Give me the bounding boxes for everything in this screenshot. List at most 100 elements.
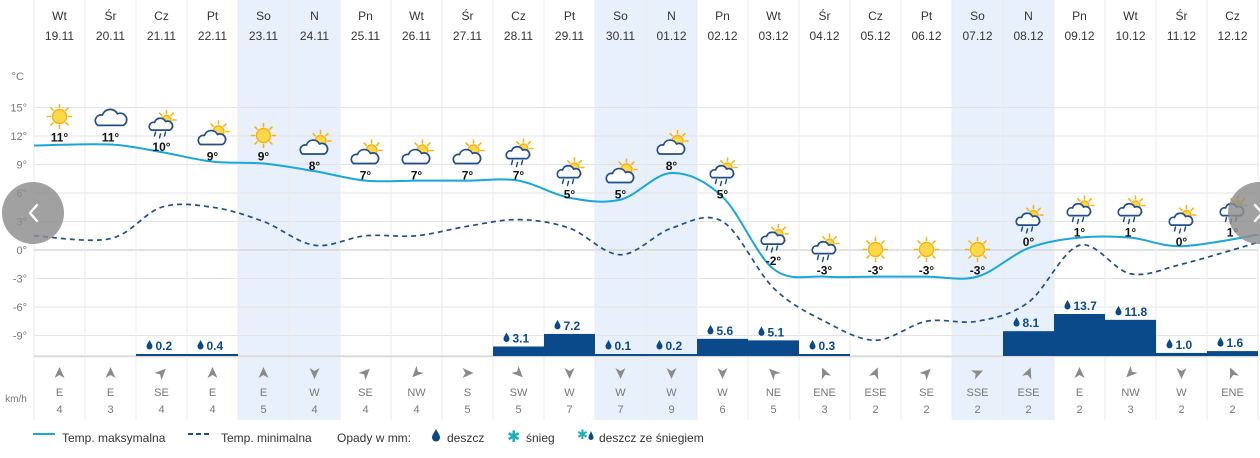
wind-direction: NE [766,387,781,399]
day-date: 07.12 [962,29,992,43]
day-name: N [667,9,676,23]
precip-label: 1.6 [1227,336,1244,350]
legend-precip-title: Opady w mm: [337,431,412,445]
wind-speed: 3 [107,404,113,416]
max-temp-label: 8° [309,159,321,173]
sun-cloud-rain-icon [1168,204,1197,234]
precip-bar [544,333,595,356]
wind-arrow-icon [1126,365,1138,378]
wind-direction: W [564,387,575,399]
wind-arrow-icon [564,368,575,379]
rain-drop-icon [1217,337,1224,347]
wind-speed: 2 [1025,404,1031,416]
max-temp-label: 9° [258,150,270,164]
day-name: Pn [715,9,730,23]
legend-rain-label: deszcz [447,431,485,445]
wind-direction: ENE [1221,387,1244,399]
wind-arrow-icon [1021,367,1032,380]
day-name: Pt [207,9,219,23]
wind-speed: 5 [464,404,470,416]
precip-label: 7.2 [564,319,581,333]
legend-min-label: Temp. minimalna [221,431,312,445]
sun-cloud-rain-icon [148,109,177,139]
day-date: 25.11 [351,29,380,43]
wind-arrow-icon [666,368,677,379]
rain-drop-icon [432,429,440,442]
day-name: Wt [52,9,67,23]
y-tick-label: 12° [10,131,27,143]
wind-direction: W [717,387,728,399]
sun-icon [862,236,889,263]
day-date: 26.11 [402,29,431,43]
day-date: 04.12 [809,29,839,43]
max-temp-label: 9° [207,150,219,164]
sun-cloud-rain-icon [760,223,789,253]
wind-arrow-icon [717,368,728,379]
max-line-swatch [33,433,55,435]
precip-label: 5.1 [768,325,785,339]
day-name: Wt [409,9,424,23]
wind-speed: 4 [158,404,164,416]
wind-direction: E [260,387,267,399]
precip-bar [1156,352,1207,356]
max-temp-label: 7° [360,169,372,183]
day-name: Cz [154,9,169,23]
day-name: Cz [868,9,883,23]
rain-drop-icon [1064,300,1071,310]
min-temp-line [33,203,1259,342]
legend-snow-label: śnieg [526,431,555,445]
max-temp-label: 5° [615,188,627,202]
precip-bar [1207,351,1258,356]
rain-drop-icon [707,324,714,335]
wind-arrow-icon [1229,367,1240,380]
sun-cloud-icon [452,139,485,165]
wind-speed: 2 [1229,404,1235,416]
precip-bar [799,354,850,356]
wind-direction: W [666,387,677,399]
wind-speed: 2 [1178,404,1184,416]
day-name: Pt [564,9,576,23]
precip-bar [1054,314,1105,356]
max-temp-label: 5° [717,188,729,202]
wind-direction: SSE [966,387,988,399]
prev-chevron-icon [2,182,64,244]
max-temp-label: 11° [102,131,120,145]
day-date: 11.12 [1167,29,1196,43]
wind-speed: 4 [209,404,215,416]
y-tick-label: -3° [13,274,27,286]
snowflake-icon: ✱ [507,429,521,446]
rain-drop-icon [146,340,153,350]
rain-drop-icon [656,340,663,350]
sun-cloud-rain-icon [811,233,840,263]
max-temp-label: 5° [564,188,576,202]
day-name: Cz [511,9,526,23]
wind-direction: ESE [864,387,886,399]
day-date: 22.11 [198,29,227,43]
wind-arrow-icon [105,367,116,378]
precip-bar [646,354,697,356]
precip-label: 5.6 [717,324,734,338]
wind-arrow-icon [970,370,984,380]
wind-arrow-icon [412,365,424,378]
max-temp-label: -2° [766,254,782,268]
sun-cloud-rain-icon [1117,195,1146,225]
sun-cloud-rain-icon [1066,195,1095,225]
precip-label: 1.0 [1176,338,1193,352]
prev-button[interactable] [2,182,64,244]
rain-drop-icon [554,319,561,330]
day-name: Wt [1123,9,1138,23]
precip-bar [187,354,238,356]
rain-drop-icon [605,340,612,350]
y-axis-unit: °C [12,71,24,83]
precip-label: 0.1 [615,339,632,353]
sleet-icon: ✱ [577,427,595,446]
wind-arrow-icon [769,368,781,381]
day-date: 28.11 [504,29,533,43]
day-name: Pn [358,9,373,23]
day-name: Śr [462,8,474,23]
precip-label: 11.8 [1125,305,1148,319]
day-date: 20.11 [96,29,125,43]
day-name: N [1024,9,1033,23]
wind-direction: NW [1121,387,1140,399]
precip-bar [748,340,799,356]
